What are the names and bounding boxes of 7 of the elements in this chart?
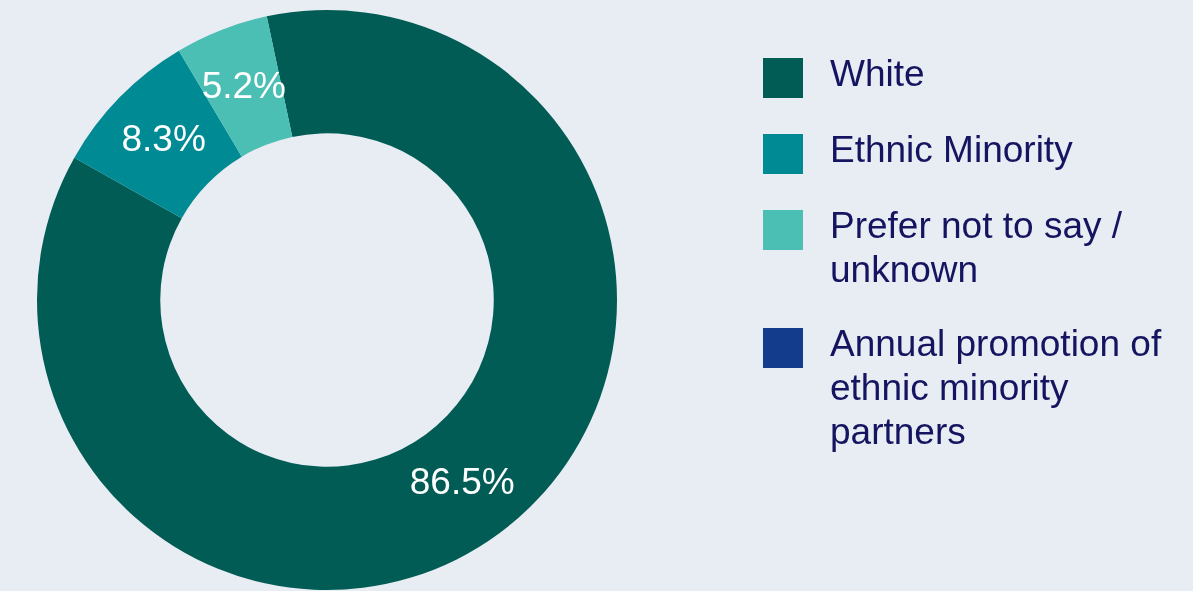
legend-label: Prefer not to say / unknown bbox=[830, 204, 1124, 292]
data-label: 8.3% bbox=[121, 117, 206, 159]
data-label: 5.2% bbox=[201, 64, 286, 106]
legend-label: Ethnic Minority bbox=[830, 128, 1073, 172]
legend-label: White bbox=[830, 52, 925, 96]
data-label: 86.5% bbox=[409, 461, 515, 503]
legend-label: Annual promotion of ethnic minority partners bbox=[830, 322, 1163, 454]
